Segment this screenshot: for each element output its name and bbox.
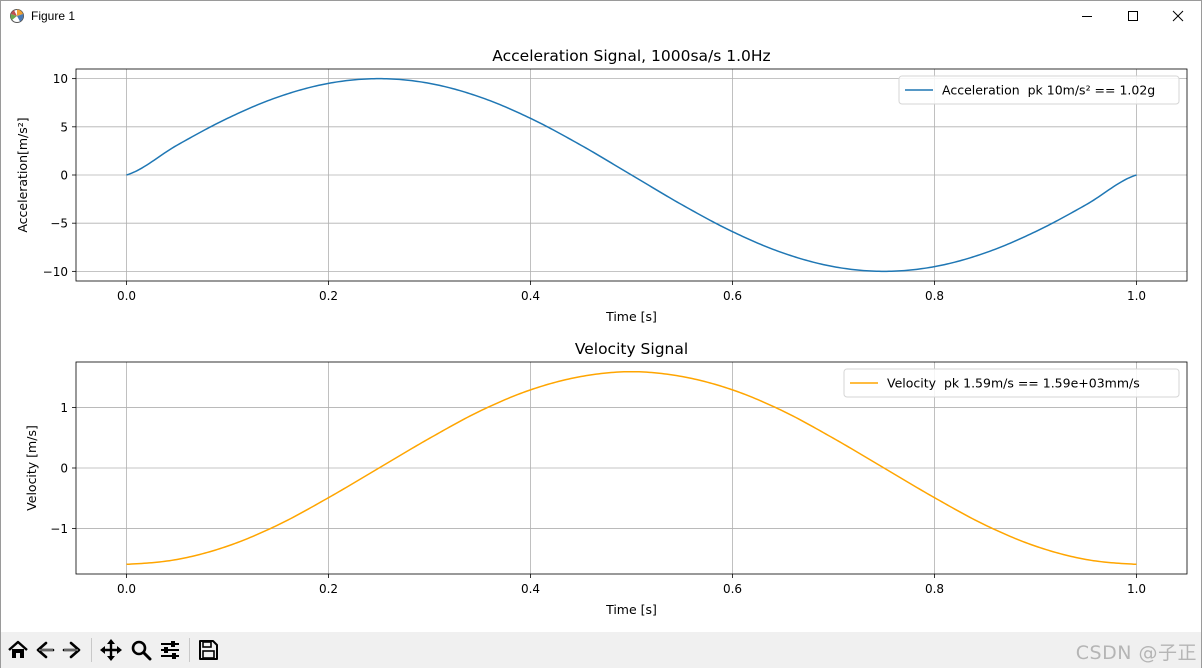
y-tick-label: 0 (60, 462, 68, 476)
forward-button[interactable] (60, 638, 84, 662)
legend-label: Velocity pk 1.59m/s == 1.59e+03mm/s (887, 376, 1140, 391)
x-tick-label: 0.2 (319, 289, 338, 303)
x-axis-label: Time [s] (605, 309, 657, 324)
x-tick-label: 0.8 (925, 289, 944, 303)
y-tick-label: 5 (60, 120, 68, 134)
pan-button[interactable] (99, 638, 123, 662)
matplotlib-app-icon (10, 9, 24, 23)
minimize-icon (1082, 16, 1092, 17)
save-button[interactable] (196, 638, 220, 662)
x-tick-label: 0.2 (319, 582, 338, 596)
y-tick-label: 0 (60, 169, 68, 183)
x-tick-label: 0.8 (925, 582, 944, 596)
legend-1: Acceleration pk 10m/s² == 1.02g (898, 75, 1180, 105)
x-tick-label: 0.0 (117, 582, 136, 596)
close-icon (1172, 10, 1184, 22)
y-axis-label: Acceleration[m/s²] (15, 117, 30, 232)
y-tick-label: −5 (50, 217, 68, 231)
legend-box (843, 368, 1180, 398)
chart-title: Velocity Signal (575, 340, 688, 358)
figure-svg: 0.0 0.2 0.4 0.6 0.8 1.01050−5−10Acceleration … (15, 47, 1188, 617)
figure-canvas[interactable]: 0.0 0.2 0.4 0.6 0.8 1.0 10 5 0 −5 −10 Acceleration … (1, 31, 1201, 631)
back-arrow-icon (36, 641, 55, 659)
x-tick-label: 0.6 (723, 289, 742, 303)
title-bar[interactable]: Figure 1 (1, 1, 1201, 31)
series-line-2 (126, 370, 1137, 566)
home-icon (8, 640, 28, 658)
x-tick-label: 0.4 (521, 582, 540, 596)
minimize-button[interactable] (1064, 1, 1110, 31)
move-icon (100, 639, 122, 661)
series-line-1 (126, 77, 1137, 273)
chart-title: Acceleration Signal, 1000sa/s 1.0Hz (492, 47, 770, 65)
toolbar-separator (91, 638, 92, 662)
sliders-icon (161, 641, 179, 659)
window-title: Figure 1 (31, 9, 76, 23)
close-button[interactable] (1155, 1, 1201, 31)
navigation-toolbar (1, 632, 1201, 668)
plot-area-2 (76, 362, 1187, 574)
legend-label: Acceleration pk 10m/s² == 1.02g (942, 83, 1155, 98)
x-tick-label: 0.6 (723, 582, 742, 596)
maximize-button[interactable] (1110, 1, 1156, 31)
magnifier-icon (131, 640, 152, 661)
y-tick-label: 10 (53, 72, 68, 86)
configure-subplots-button[interactable] (158, 638, 182, 662)
maximize-icon (1128, 11, 1138, 21)
y-axis-label: Velocity [m/s] (24, 425, 39, 511)
toolbar-separator (189, 638, 190, 662)
zoom-button[interactable] (129, 638, 153, 662)
x-tick-label: 1.0 (1127, 289, 1146, 303)
legend-box (898, 75, 1180, 105)
home-button[interactable] (6, 638, 30, 662)
watermark: CSDN @子正 (1075, 642, 1197, 664)
y-tick-label: −10 (43, 265, 68, 279)
save-icon (199, 640, 218, 660)
x-tick-label: 0.0 (117, 289, 136, 303)
legend-2: Velocity pk 1.59m/s == 1.59e+03mm/s (843, 368, 1180, 398)
back-button[interactable] (33, 638, 57, 662)
forward-arrow-icon (62, 641, 81, 659)
x-axis-label: Time [s] (605, 602, 657, 617)
x-tick-label: 0.4 (521, 289, 540, 303)
x-tick-label: 1.0 (1127, 582, 1146, 596)
y-tick-label: 1 (60, 401, 68, 415)
y-tick-label: −1 (50, 522, 68, 536)
